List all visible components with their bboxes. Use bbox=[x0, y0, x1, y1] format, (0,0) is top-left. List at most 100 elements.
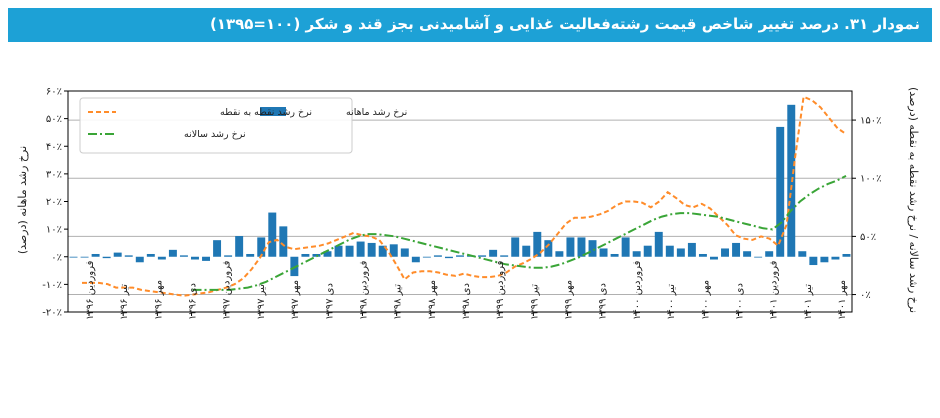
bar bbox=[323, 251, 332, 257]
bar bbox=[301, 253, 310, 257]
x-tick-label: دی ۱۳۹۹ bbox=[598, 283, 609, 320]
x-tick-label: فروردین ۱۳۹۶ bbox=[85, 260, 96, 320]
bar bbox=[522, 245, 531, 257]
bar bbox=[168, 249, 177, 257]
x-tick-label: مهر ۱۴۰۱ bbox=[837, 280, 848, 320]
line-series bbox=[82, 95, 847, 297]
bar bbox=[235, 236, 244, 257]
bar bbox=[500, 255, 509, 257]
x-tick-label: فروردین ۱۳۹۹ bbox=[495, 260, 506, 320]
bar bbox=[489, 249, 498, 257]
x-tick-label: تیر ۱۴۰۰ bbox=[666, 284, 677, 320]
bar bbox=[831, 256, 840, 260]
x-tick-label: مهر ۱۳۹۹ bbox=[564, 280, 575, 320]
bar bbox=[202, 256, 211, 261]
x-tick-label: مهر ۱۳۹۸ bbox=[427, 280, 438, 320]
legend-label-point: نرخ رشد نقطه به نقطه bbox=[220, 107, 312, 118]
right-axis-ticks: ۰٪ ۵۰٪ ۱۰۰٪ ۱۵۰٪ bbox=[852, 116, 881, 301]
bar bbox=[69, 256, 78, 258]
left-tick-label: ۰٪ bbox=[51, 252, 62, 263]
x-tick-label: فروردین ۱۴۰۰ bbox=[632, 260, 643, 320]
title-bar: نمودار ۳۱. درصد تغییر شاخص قیمت رشته‌فعا… bbox=[8, 8, 932, 42]
bar bbox=[809, 256, 818, 266]
bar bbox=[820, 256, 829, 263]
bar bbox=[146, 253, 155, 257]
x-tick-label: دی ۱۳۹۸ bbox=[461, 283, 472, 320]
bar bbox=[588, 240, 597, 257]
x-tick-label: تیر ۱۳۹۶ bbox=[119, 284, 130, 320]
bar bbox=[444, 256, 453, 259]
bar bbox=[378, 245, 387, 257]
x-tick-label: دی ۱۴۰۰ bbox=[735, 283, 746, 320]
x-tick-label: فروردین ۱۳۹۷ bbox=[222, 260, 233, 320]
left-tick-label: ۲۰٪ bbox=[46, 197, 62, 208]
bar bbox=[102, 256, 111, 259]
bar bbox=[433, 255, 442, 257]
bar bbox=[422, 256, 431, 258]
x-tick-label: مهر ۱۳۹۶ bbox=[153, 280, 164, 320]
bar bbox=[356, 241, 365, 257]
legend-label-annual: نرخ رشد سالانه bbox=[184, 129, 246, 140]
bar bbox=[456, 255, 464, 257]
bar bbox=[687, 242, 696, 257]
left-axis-title: نرخ رشد ماهانه (درصد) bbox=[16, 146, 29, 254]
left-axis-ticks: -۲۰٪ -۱۰٪ ۰٪ ۱۰٪ ۲۰٪ ۳۰٪ ۴۰٪ ۵۰٪ ۶۰٪ bbox=[42, 87, 68, 319]
right-tick-label: ۵۰٪ bbox=[860, 232, 876, 243]
right-axis-title: نرخ رشد سالانه / نرخ رشد نقطه به نقطه (د… bbox=[907, 87, 920, 313]
right-tick-label: ۱۵۰٪ bbox=[860, 116, 881, 127]
x-axis-ticks: فروردین ۱۳۹۶ تیر ۱۳۹۶ مهر ۱۳۹۶ دی ۱۳۹۶ فرورد… bbox=[85, 260, 848, 320]
bar bbox=[577, 237, 586, 257]
x-tick-label: تیر ۱۳۹۷ bbox=[256, 284, 267, 320]
x-tick-label: دی ۱۳۹۷ bbox=[324, 283, 335, 320]
left-tick-label: ۳۰٪ bbox=[46, 169, 62, 180]
x-tick-label: مهر ۱۴۰۰ bbox=[700, 280, 711, 320]
legend: نرخ رشد ماهانه نرخ رشد نقطه به نقطه نرخ رش… bbox=[79, 97, 407, 154]
bar bbox=[400, 248, 409, 257]
legend-swatch-monthly bbox=[260, 107, 286, 116]
bar bbox=[345, 245, 354, 257]
right-tick-label: ۰٪ bbox=[860, 290, 871, 301]
bar bbox=[224, 255, 233, 257]
bar bbox=[80, 256, 89, 258]
bar bbox=[246, 253, 255, 257]
bar bbox=[721, 248, 729, 257]
bar bbox=[566, 237, 575, 257]
bar bbox=[654, 231, 663, 257]
x-tick-label: فروردین ۱۳۹۸ bbox=[359, 260, 370, 320]
legend-label-monthly: نرخ رشد ماهانه bbox=[346, 107, 407, 118]
x-tick-label: مهر ۱۳۹۷ bbox=[290, 280, 301, 320]
bar bbox=[279, 226, 288, 257]
bar bbox=[842, 253, 851, 257]
bar bbox=[179, 255, 188, 257]
bar bbox=[257, 237, 266, 257]
bar bbox=[743, 251, 752, 257]
bar bbox=[754, 256, 763, 258]
bar bbox=[610, 253, 619, 257]
bar bbox=[511, 237, 520, 257]
bar bbox=[665, 245, 674, 257]
bar bbox=[213, 240, 222, 257]
bar bbox=[544, 240, 553, 257]
bar bbox=[157, 256, 166, 260]
bar bbox=[621, 237, 630, 257]
left-tick-label: ۱۰٪ bbox=[46, 225, 62, 236]
bar bbox=[411, 256, 420, 263]
bar bbox=[798, 251, 807, 257]
bar bbox=[478, 255, 487, 257]
x-tick-label: فروردین ۱۴۰۱ bbox=[769, 260, 780, 320]
bar bbox=[698, 253, 707, 257]
bar bbox=[599, 248, 608, 257]
left-tick-label: -۲۰٪ bbox=[42, 308, 62, 319]
left-tick-label: ۶۰٪ bbox=[46, 87, 62, 98]
bar bbox=[367, 242, 376, 257]
bar bbox=[268, 212, 277, 257]
bar bbox=[91, 253, 100, 257]
bar bbox=[135, 256, 144, 263]
right-tick-label: ۱۰۰٪ bbox=[860, 174, 881, 185]
bar bbox=[776, 126, 785, 257]
x-tick-label: تیر ۱۴۰۱ bbox=[803, 284, 814, 320]
left-tick-label: -۱۰٪ bbox=[42, 280, 62, 291]
bar bbox=[555, 251, 564, 257]
bar bbox=[732, 242, 741, 257]
